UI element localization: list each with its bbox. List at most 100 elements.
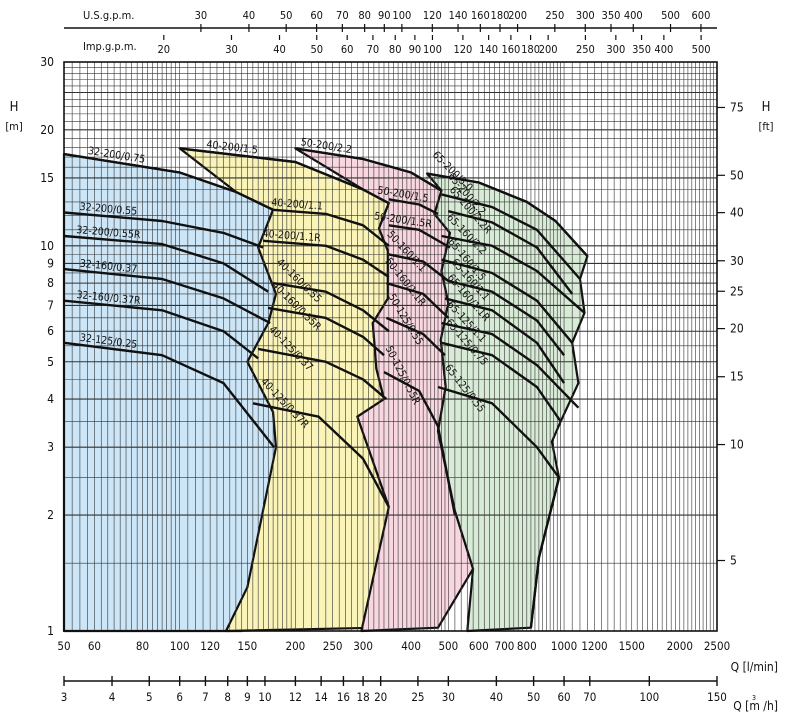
tick-impgpm: 120	[453, 43, 472, 56]
x-tick-m3h: 12	[289, 690, 302, 704]
curve-label-32-160-0-37: 32-160/0.37	[79, 258, 138, 276]
x-tick-m3h: 18	[356, 690, 369, 704]
tick-impgpm: 30	[225, 43, 238, 56]
y-tick-right: 75	[730, 100, 744, 114]
curve-65-200-2-2	[441, 193, 581, 280]
curve-label-40-200-1-1: 40-200/1.1	[271, 197, 323, 213]
curve-50-200-1-5	[388, 198, 439, 215]
x-axis-m3h-superscript: 3	[752, 694, 756, 702]
curve-40-160-0-55r	[268, 306, 385, 357]
curve-label-40-200-1-1r: 40-200/1.1R	[262, 228, 321, 245]
y-tick-left: 1	[47, 624, 54, 638]
tick-usgpm: 400	[624, 9, 643, 22]
tick-usgpm: 250	[545, 9, 564, 22]
top-axis-impgpm-title: Imp.g.p.m.	[83, 40, 137, 53]
curve-65-160-1-1r	[444, 297, 566, 384]
x-tick-lmin: 100	[170, 639, 190, 653]
tick-impgpm: 80	[389, 43, 402, 56]
y-tick-left: 3	[47, 440, 54, 454]
curve-50-160-1-1	[388, 253, 450, 282]
curve-32-125-0-25	[63, 341, 276, 448]
x-tick-lmin: 2500	[704, 639, 730, 653]
x-tick-lmin: 1200	[581, 639, 607, 653]
x-tick-m3h: 150	[707, 690, 727, 704]
curve-65-160-1-5	[441, 258, 574, 344]
x-tick-m3h: 4	[109, 690, 116, 704]
curve-32-200-0-55r	[63, 234, 269, 293]
x-tick-lmin: 150	[238, 639, 258, 653]
curve-label-40-200-1-5: 40-200/1.5	[206, 139, 259, 157]
curve-50-125-0-55	[385, 316, 446, 357]
tick-usgpm: 180	[491, 9, 510, 22]
tick-usgpm: 140	[449, 9, 468, 22]
tick-impgpm: 200	[539, 43, 558, 56]
x-tick-lmin: 400	[401, 639, 421, 653]
tick-impgpm: 20	[158, 43, 171, 56]
curve-65-125-0-75	[441, 341, 562, 423]
y-axis-left-title: H	[10, 100, 19, 115]
tick-usgpm: 80	[358, 9, 371, 22]
tick-usgpm: 200	[508, 9, 527, 22]
y-axis-right-unit: [ft]	[759, 120, 774, 133]
x-tick-lmin: 200	[286, 639, 306, 653]
axes: 50 60 80 100 120 150 200 250 300 400 500 600 700 800 1…	[40, 9, 744, 704]
plot-frame	[63, 61, 718, 632]
x-tick-m3h: 7	[202, 690, 209, 704]
y-tick-left: 10	[40, 239, 54, 253]
x-tick-lmin: 80	[136, 639, 149, 653]
x-tick-lmin: 120	[200, 639, 220, 653]
y-tick-right: 50	[730, 168, 744, 182]
y-tick-left: 30	[40, 55, 54, 69]
pump-curves	[63, 147, 589, 628]
y-tick-right: 25	[730, 284, 744, 298]
tick-impgpm: 250	[576, 43, 595, 56]
y-tick-right: 30	[730, 254, 744, 268]
x-tick-lmin: 1000	[551, 639, 577, 653]
curve-65-160-1-1	[448, 279, 566, 356]
tick-usgpm: 40	[243, 9, 256, 22]
tick-impgpm: 400	[654, 43, 673, 56]
y-axis-right-title: H	[762, 100, 771, 115]
curve-40-200-1-1r	[263, 239, 390, 278]
y-tick-right: 20	[730, 322, 744, 336]
tick-impgpm: 100	[423, 43, 442, 56]
tick-usgpm: 50	[280, 9, 293, 22]
curve-50-125-0-55r	[383, 371, 457, 516]
curve-40-160-0-55	[272, 281, 390, 333]
tick-usgpm: 600	[692, 9, 711, 22]
y-tick-left: 7	[47, 298, 54, 312]
tick-impgpm: 350	[632, 43, 651, 56]
x-axis-m3h-title: Q [m /h]	[733, 699, 778, 713]
tick-impgpm: 500	[692, 43, 711, 56]
x-tick-lmin: 800	[517, 639, 537, 653]
y-tick-right: 15	[730, 370, 744, 384]
y-tick-left: 9	[47, 256, 54, 270]
y-tick-right: 40	[730, 206, 744, 220]
tick-usgpm: 500	[661, 9, 680, 22]
tick-usgpm: 120	[423, 9, 442, 22]
curve-65-160-2-2	[441, 234, 586, 314]
x-tick-lmin: 50	[57, 639, 70, 653]
x-tick-lmin: 60	[88, 639, 101, 653]
tick-impgpm: 40	[273, 43, 286, 56]
curve-40-200-1-5	[179, 147, 390, 205]
curve-label-32-200-0-55r: 32-200/0.55R	[76, 224, 141, 241]
x-tick-lmin: 2000	[667, 639, 693, 653]
curve-65-125-1-1	[441, 321, 580, 409]
tick-impgpm: 60	[341, 43, 354, 56]
tick-impgpm: 90	[409, 43, 422, 56]
tick-usgpm: 300	[576, 9, 595, 22]
x-tick-m3h: 60	[557, 690, 570, 704]
x-tick-m3h: 5	[146, 690, 153, 704]
x-tick-m3h: 10	[258, 690, 271, 704]
x-tick-lmin: 600	[469, 639, 489, 653]
x-tick-m3h: 50	[527, 690, 540, 704]
x-tick-lmin: 700	[495, 639, 515, 653]
y-tick-right: 5	[730, 554, 737, 568]
curve-65-200-3-0	[426, 172, 589, 257]
curve-32-200-0-75	[63, 152, 274, 211]
curve-50-200-1-5r	[388, 224, 451, 249]
curve-32-160-0-37r	[63, 299, 259, 360]
curve-40-125-0-37	[257, 347, 388, 401]
curve-50-200-2-2	[295, 147, 443, 192]
